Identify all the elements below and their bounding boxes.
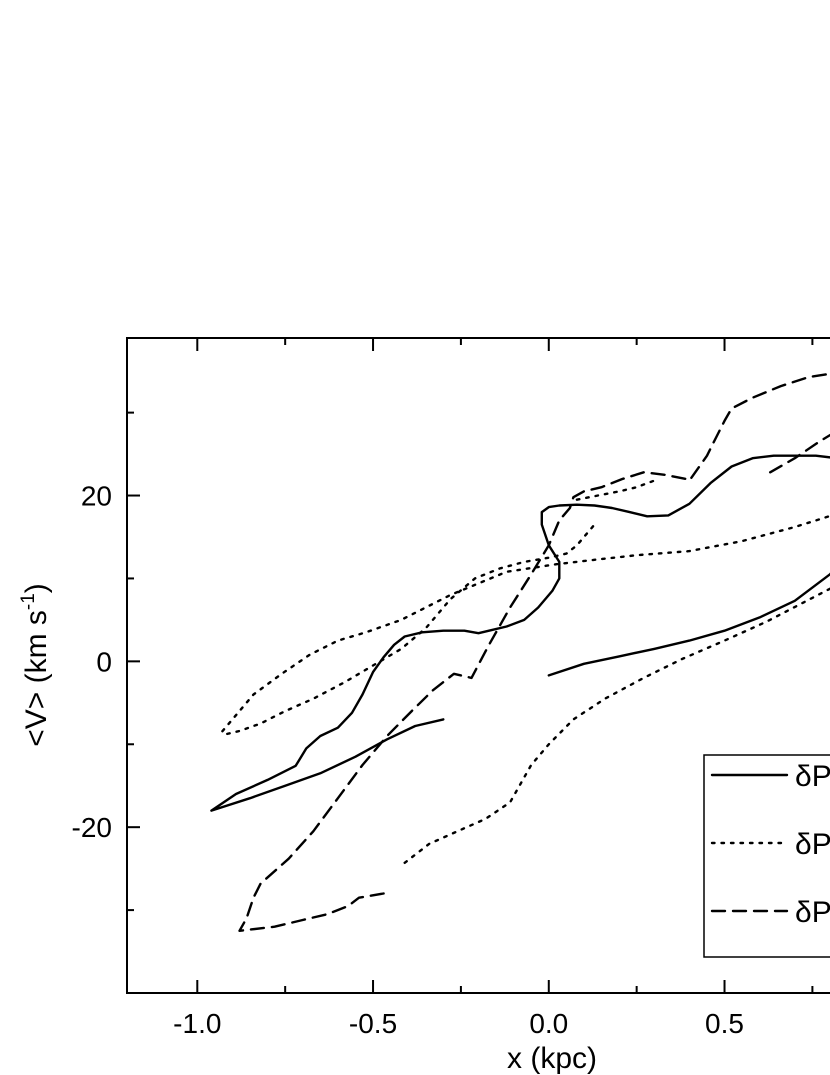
x-tick-label: 0.0 [529,1008,568,1039]
x-tick-label: -1.0 [173,1008,221,1039]
y-tick-label: 20 [81,481,112,512]
x-tick-label: 0.5 [705,1008,744,1039]
series-line-7-dashed [769,433,830,474]
legend-label: δP [795,760,830,793]
legend-label: δP [795,828,830,861]
legend-box [703,754,830,958]
series-layer [210,372,830,932]
y-axis-label-close: ) [20,583,53,593]
series-line-2-solid [547,572,830,677]
plot-frame [126,337,830,994]
x-tick-label: -0.5 [349,1008,397,1039]
series-line-5-dotted [575,479,656,501]
y-tick-label: -20 [72,812,112,843]
series-line-1-solid [210,454,830,812]
ticks-layer: -1.0 -0.5 0.0 0.5 -20 0 20 [72,338,814,1039]
y-axis-label-sup: -1 [18,593,39,610]
series-line-4-dotted [220,514,830,736]
legend-label: δP [795,896,830,929]
y-tick-label: 0 [96,646,112,677]
y-axis-label: <V> (km s-1) [18,583,53,747]
legend: δP δP δP [703,754,830,958]
series-line-3-dotted [403,587,830,864]
series-line-6-dashed [238,372,830,932]
legend-entries: δP δP δP [710,760,830,929]
y-axis-label-main: <V> (km s [20,610,53,747]
x-axis-label: x (kpc) [507,1042,597,1075]
